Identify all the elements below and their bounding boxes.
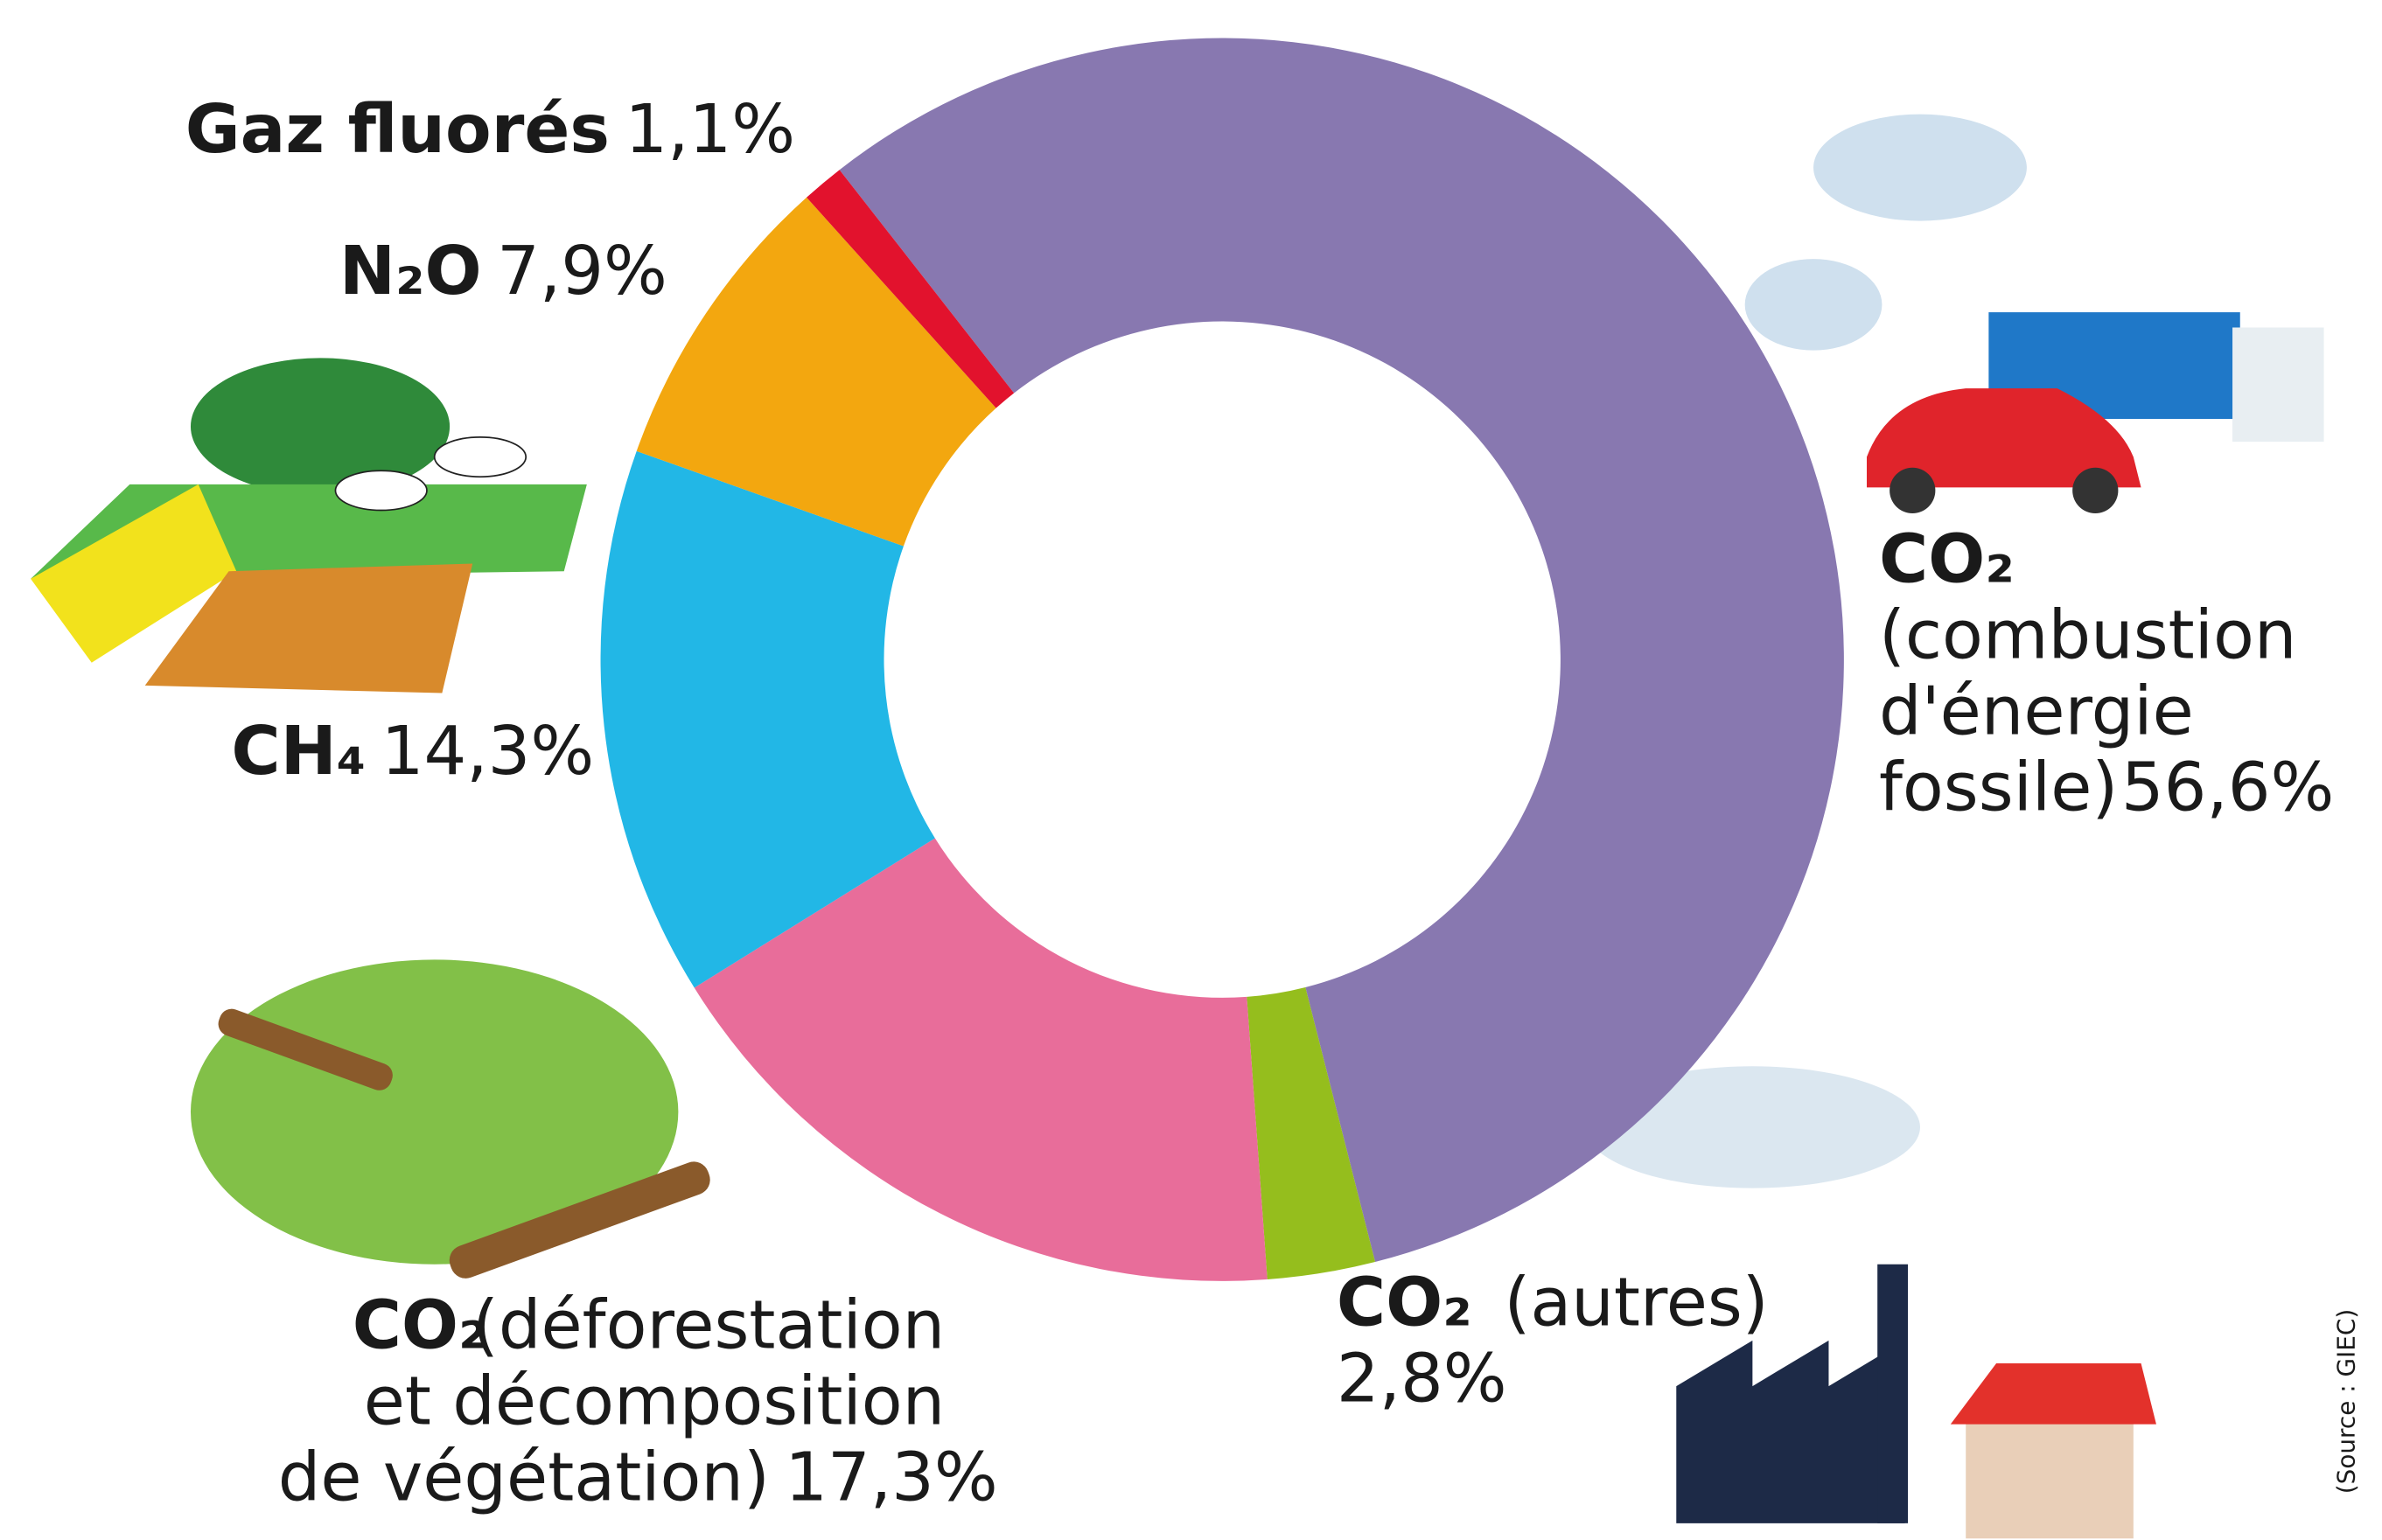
- label-gas: N₂O: [339, 233, 482, 310]
- donut-slice: [600, 450, 935, 988]
- label-detail: (autres): [1504, 1264, 1768, 1341]
- donut-slice: [694, 838, 1268, 1281]
- value-label: 1,1%: [625, 91, 795, 169]
- label-detail: (déforestation: [472, 1287, 945, 1365]
- label-gas: CO₂: [1337, 1264, 1472, 1341]
- illustration-traffic: [1744, 114, 2324, 513]
- donut-slice: [807, 170, 1015, 408]
- value-label: 7,9%: [497, 233, 667, 310]
- value-label: 2,8%: [1337, 1340, 1507, 1418]
- donut-slice: [636, 197, 996, 547]
- label-gas: Gaz fluorés: [185, 91, 610, 169]
- illustration-factory: [1584, 1066, 2156, 1539]
- illustration-farm: [31, 358, 587, 693]
- label-gas: CH₄: [231, 713, 366, 791]
- donut-slice: [839, 38, 1844, 1263]
- label-detail: d'énergie: [1879, 673, 2194, 751]
- label-detail: de végétation): [278, 1439, 770, 1517]
- label-gas: CO₂: [1879, 520, 2015, 598]
- value-label: 17,3%: [785, 1439, 997, 1517]
- illustration-forest: [190, 959, 710, 1279]
- value-label: 14,3%: [381, 713, 594, 791]
- label-detail: et décomposition: [364, 1363, 945, 1441]
- value-label: 56,6%: [2121, 749, 2334, 827]
- source-note: (Source : GIEC): [2331, 1309, 2360, 1494]
- donut-slice: [1247, 987, 1376, 1280]
- label-detail: (combustion: [1879, 596, 2296, 674]
- label-gas: CO₂: [353, 1287, 488, 1365]
- label-detail: fossile): [1879, 749, 2118, 827]
